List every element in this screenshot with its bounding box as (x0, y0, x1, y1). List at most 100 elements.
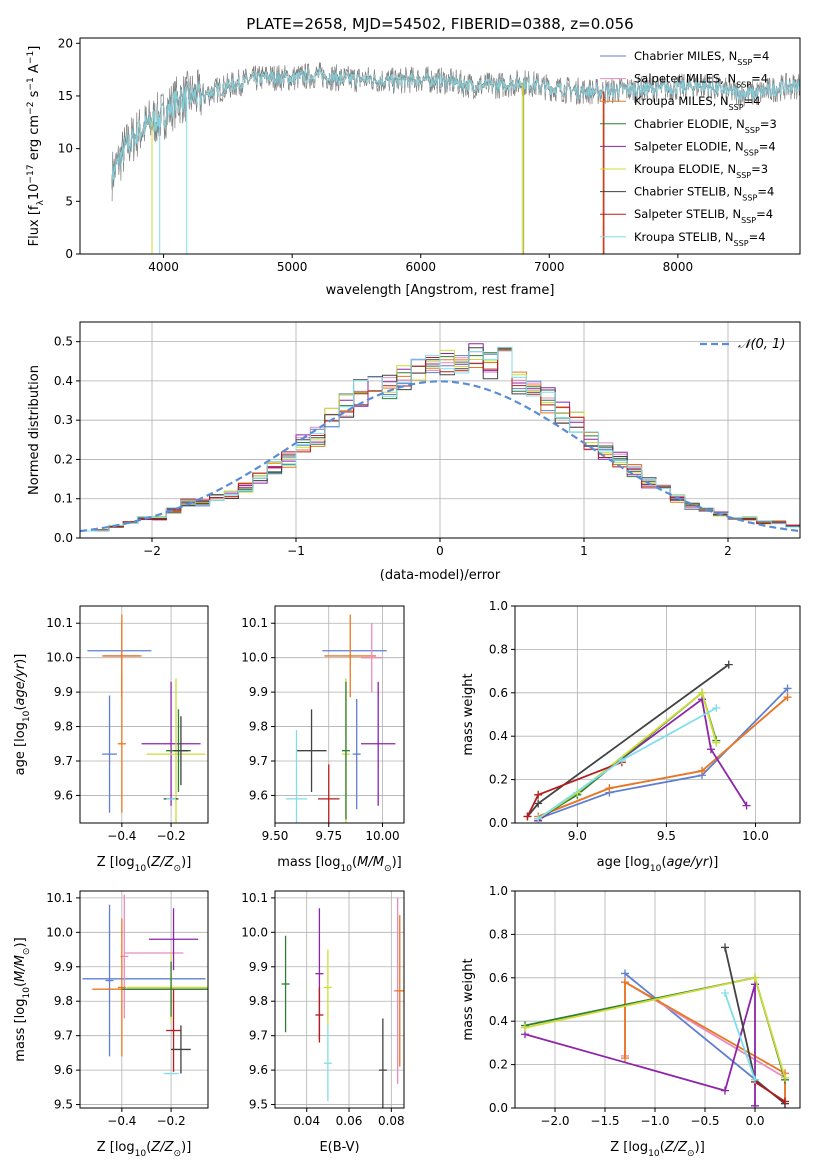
age-weight-panel: 9.0 9.5 10.0 0.0 0.2 0.4 0.6 0.8 1.0 age [log10(a… (461, 599, 801, 874)
z-weight-xtick-label: −0.5 (690, 1114, 719, 1128)
weight-point-marker (724, 660, 733, 669)
mass-age-xtick-label: 9.75 (315, 829, 342, 843)
legend-label-part: Salpeter MILES, N (634, 72, 736, 86)
z-mass-xtick-label: −0.2 (157, 1114, 186, 1128)
z-weight-ytick-label: 0.6 (489, 971, 508, 985)
z-weight-frame (514, 890, 801, 1109)
z-age-plot-area (80, 606, 208, 823)
weight-series-line (754, 1081, 786, 1103)
spectrum-xlabel: wavelength [Angstrom, rest frame] (326, 283, 555, 298)
spectrum-xtick-label: 6000 (405, 260, 436, 274)
residuals-ylabel: Normed distribution (27, 365, 42, 495)
normal-legend-label: 𝒩(0, 1) (738, 337, 785, 352)
figure-title: PLATE=2658, MJD=54502, FIBERID=0388, z=0… (246, 15, 633, 33)
spectrum-xtick-label: 7000 (534, 260, 565, 274)
weight-point-marker (521, 1023, 529, 1032)
legend-label: Chabrier MILES, NSSP=4 (634, 49, 769, 67)
age-weight-ytick-label: 0.6 (489, 686, 508, 700)
legend-label: Kroupa ELODIE, NSSP=3 (634, 162, 768, 180)
z-mass-xlabel-part: Z [log (97, 1140, 135, 1155)
ebv-mass-ytick-label: 10.0 (241, 925, 268, 939)
legend-label-part: SSP (729, 103, 744, 112)
legend-label-part: SSP (734, 238, 749, 247)
z-age-ylabel-part: age/yr (13, 662, 28, 705)
legend-label-part: Kroupa STELIB, N (634, 230, 734, 244)
legend-label-part: SSP (736, 80, 751, 89)
age-weight-frame (514, 605, 801, 824)
z-weight-xlabel-part: ⊙ (687, 1149, 695, 1159)
ebv-mass-ytick-label: 9.9 (249, 960, 268, 974)
z-age-ylabel: age [log10(age/yr)] (13, 654, 32, 776)
z-mass-xlabel-part: ⊙ (174, 1149, 182, 1159)
ebv-mass-ytick-label: 10.1 (241, 891, 268, 905)
z-weight-plot-area (515, 891, 800, 1108)
age-weight-ytick-label: 0.0 (489, 816, 508, 830)
spectrum-ylabel-part: −17 (26, 164, 36, 183)
residuals-ytick-label: 0.3 (54, 413, 73, 427)
spectrum-ylabel-part: ] (27, 46, 42, 51)
mass-age-ytick-label: 10.0 (241, 651, 268, 665)
spectrum-ytick-label: 10 (58, 142, 73, 156)
ebv-mass-plot-area (275, 891, 404, 1108)
legend-label-part: Salpeter ELODIE, N (634, 139, 744, 153)
z-mass-frame (79, 890, 209, 1109)
ebv-mass-ytick-label: 9.5 (249, 1098, 268, 1112)
weight-point-marker (751, 973, 759, 982)
age-weight-xlabel-part: ( (661, 855, 666, 870)
ebv-mass-xtick-label: 0.08 (378, 1114, 405, 1128)
residuals-ytick-label: 0.0 (54, 531, 73, 545)
mass-age-ytick-label: 9.9 (249, 685, 268, 699)
z-weight-xtick-label: 0.0 (745, 1114, 764, 1128)
residuals-ytick-label: 0.5 (54, 335, 73, 349)
z-mass-xlabel-part: )] (181, 1140, 191, 1155)
z-mass-ytick-label: 9.6 (54, 1063, 73, 1077)
spectrum-ylabel-part: Flux [f (27, 205, 42, 246)
legend-label-part: =4 (752, 49, 769, 63)
age-weight-xlabel-part: age [log (597, 855, 650, 870)
weight-point-marker (698, 766, 707, 775)
weight-point-marker (721, 943, 729, 952)
ebv-mass-ytick-label: 9.8 (249, 994, 268, 1008)
spectrum-ylabel-part: erg cm (27, 115, 42, 164)
z-age-ytick-label: 9.9 (54, 685, 73, 699)
weight-point-marker (534, 799, 543, 808)
spectrum-ytick-label: 15 (58, 89, 73, 103)
age-weight-xtick-label: 10.0 (742, 829, 769, 843)
age-weight-xlabel: age [log10(age/yr)] (597, 855, 719, 874)
legend-label-part: SSP (737, 58, 752, 67)
age-weight-ytick-label: 0.8 (489, 642, 508, 656)
age-weight-ylabel: mass weight (461, 673, 476, 755)
mass-age-ytick-label: 9.6 (249, 788, 268, 802)
z-weight-ytick-label: 0.8 (489, 927, 508, 941)
weight-point-marker (721, 988, 729, 997)
weight-point-marker (783, 684, 792, 693)
z-age-frame (79, 605, 209, 824)
spectrum-ylabel-part: −1 (26, 51, 36, 64)
z-weight-ytick-label: 0.2 (489, 1058, 508, 1072)
z-weight-ytick-label: 1.0 (489, 884, 508, 898)
z-mass-ylabel-part: )] (13, 937, 28, 947)
z-age-ytick-label: 10.0 (46, 651, 73, 665)
mass-age-ytick-label: 10.1 (241, 616, 268, 630)
z-age-xlabel-part: Z [log (97, 855, 135, 870)
z-weight-xlabel-part: Z/Z (664, 1140, 688, 1155)
age-weight-xlabel-part: )] (708, 855, 718, 870)
z-weight-ylabel: mass weight (461, 958, 476, 1040)
mass-age-ytick-label: 9.8 (249, 720, 268, 734)
z-age-ytick-label: 9.8 (54, 720, 73, 734)
weight-point-marker (523, 812, 532, 821)
z-age-xlabel: Z [log10(Z/Z⊙)] (97, 855, 192, 874)
z-mass-ytick-label: 9.8 (54, 994, 73, 1008)
mass-age-xlabel-part: ( (352, 855, 357, 870)
ebv-mass-xlabel: E(B-V) (319, 1140, 359, 1155)
z-mass-ytick-label: 9.7 (54, 1029, 73, 1043)
ebv-mass-xlabel-part: E(B-V) (319, 1140, 359, 1155)
residuals-xtick-label: 2 (724, 544, 732, 558)
weight-point-marker (751, 1075, 759, 1084)
spectrum-ytick-label: 20 (58, 36, 73, 50)
spectrum-ylabel-part: s (27, 90, 42, 101)
z-age-xtick-label: −0.4 (107, 829, 136, 843)
z-mass-ylabel-part: ⊙ (22, 947, 32, 955)
z-weight-xlabel-part: ( (660, 1140, 665, 1155)
z-age-xlabel-part: )] (181, 855, 191, 870)
